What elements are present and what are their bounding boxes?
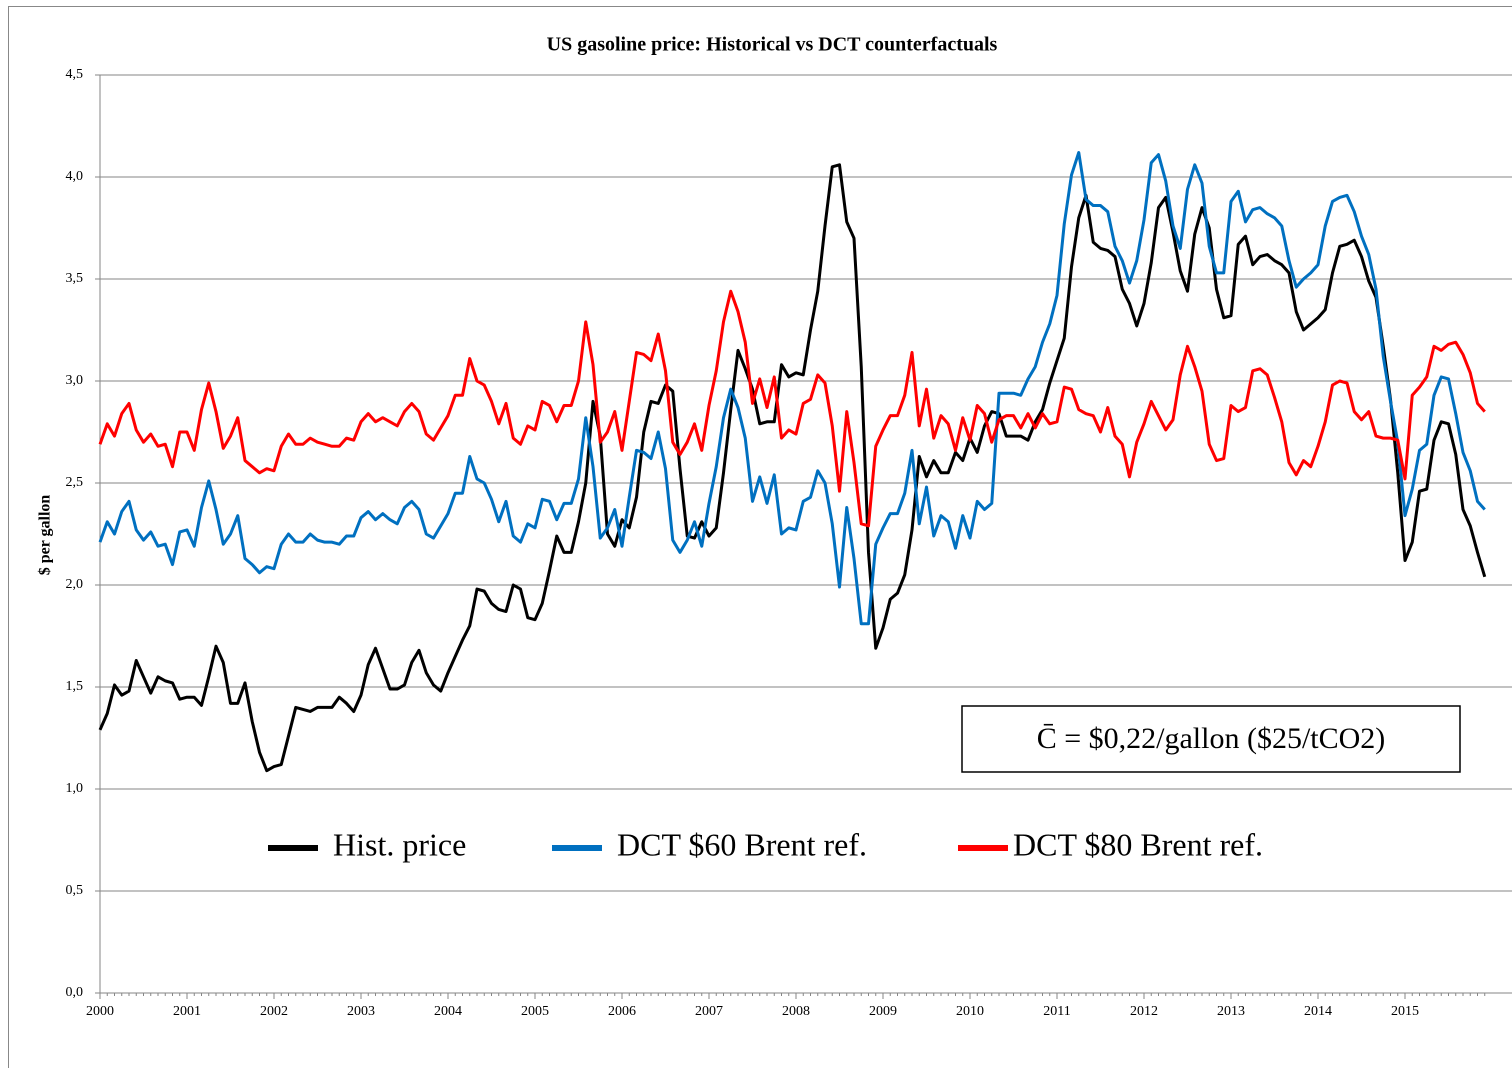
series-line	[98, 151, 1486, 626]
legend-label: Hist. price	[333, 826, 466, 862]
x-tick-label: 2005	[521, 1004, 549, 1019]
x-tick-label: 2009	[869, 1004, 897, 1019]
x-tick-label: 2008	[782, 1004, 810, 1019]
annotation-box	[961, 705, 1461, 773]
x-tick-label: 2003	[347, 1004, 375, 1019]
y-tick-label: 1,0	[66, 781, 84, 796]
x-tick-label: 2012	[1130, 1004, 1158, 1019]
x-tick-label: 2000	[86, 1004, 114, 1019]
x-tick-label: 2004	[434, 1004, 462, 1019]
y-tick-label: 0,0	[66, 985, 84, 1000]
x-tick-label: 2015	[1391, 1004, 1419, 1019]
x-tick-label: 2001	[173, 1004, 201, 1019]
x-tick-label: 2007	[695, 1004, 723, 1019]
x-tick-label: 2002	[260, 1004, 288, 1019]
legend-label: DCT $80 Brent ref.	[1013, 826, 1263, 862]
y-tick-label: 1,5	[66, 679, 84, 694]
chart-frame	[8, 6, 1512, 1068]
annotation: C̄ = $0,22/gallon ($25/tCO2)	[1037, 722, 1386, 755]
y-tick-label: 4,5	[66, 67, 84, 82]
chart-title: US gasoline price: Historical vs DCT cou…	[547, 34, 998, 56]
y-tick-label: 2,5	[66, 475, 84, 490]
y-tick-label: 3,0	[66, 373, 84, 388]
y-tick-label: 3,5	[66, 271, 84, 286]
series-line	[98, 289, 1486, 528]
x-tick-label: 2014	[1304, 1004, 1332, 1019]
x-tick-label: 2013	[1217, 1004, 1245, 1019]
y-tick-label: 4,0	[66, 169, 84, 184]
y-tick-label: 0,5	[66, 883, 84, 898]
y-axis-label: $ per gallon	[37, 495, 54, 576]
x-tick-label: 2011	[1043, 1004, 1070, 1019]
series-line	[98, 163, 1487, 773]
x-tick-label: 2010	[956, 1004, 984, 1019]
x-tick-label: 2006	[608, 1004, 636, 1019]
y-tick-label: 2,0	[66, 577, 84, 592]
legend-label: DCT $60 Brent ref.	[617, 826, 867, 862]
